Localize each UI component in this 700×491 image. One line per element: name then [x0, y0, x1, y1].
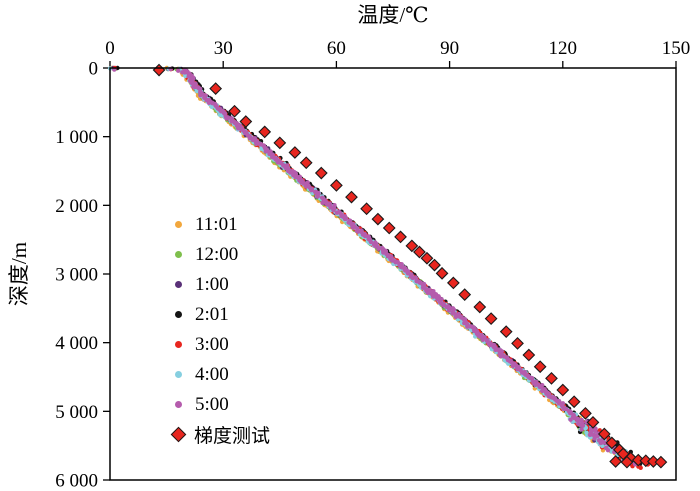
scatter-points: [108, 65, 651, 470]
legend-item: 5:00: [172, 393, 270, 416]
legend-item: 11:01: [172, 213, 270, 236]
svg-text:0: 0: [89, 59, 99, 80]
legend-marker-dot-icon: [175, 371, 182, 378]
svg-text:60: 60: [327, 38, 346, 59]
legend-label: 5:00: [195, 393, 229, 415]
legend-marker-dot-icon: [175, 341, 182, 348]
svg-text:1 000: 1 000: [55, 127, 98, 148]
x-axis-title: 温度/℃: [357, 3, 428, 27]
svg-text:90: 90: [440, 38, 459, 59]
svg-text:2 000: 2 000: [55, 196, 98, 217]
axis-ticks: 0 30 60 90 120 150 0 1 000 2 000 3 000 4 000 5 000 6…: [55, 38, 690, 491]
legend-marker-dot-icon: [175, 221, 182, 228]
legend-marker-dot-icon: [175, 281, 182, 288]
legend: 11:01 12:00 1:00 2:01 3:00 4:00 5:00 梯度测试: [170, 213, 271, 453]
y-axis-title: 深度/m: [7, 242, 31, 306]
legend-marker-dot-icon: [175, 251, 182, 258]
legend-label: 11:01: [195, 213, 238, 235]
legend-label: 1:00: [195, 273, 229, 295]
svg-text:4 000: 4 000: [55, 333, 98, 354]
legend-item: 4:00: [172, 363, 270, 386]
legend-item: 12:00: [172, 243, 270, 266]
legend-label: 梯度测试: [194, 426, 271, 447]
svg-text:150: 150: [662, 38, 691, 59]
plot-border: [109, 67, 677, 481]
legend-label: 12:00: [195, 243, 239, 265]
legend-item-gradient-test: 梯度测试: [170, 423, 271, 447]
legend-label: 4:00: [195, 363, 229, 385]
legend-label: 3:00: [195, 333, 229, 355]
svg-text:3 000: 3 000: [55, 265, 98, 286]
legend-item: 1:00: [172, 273, 270, 296]
legend-marker-dot-icon: [175, 311, 182, 318]
legend-marker-dot-icon: [175, 401, 182, 408]
svg-text:0: 0: [105, 38, 115, 59]
legend-marker-diamond-icon: [170, 426, 187, 443]
legend-label: 2:01: [195, 303, 229, 325]
svg-text:6 000: 6 000: [55, 471, 98, 491]
svg-text:120: 120: [549, 38, 578, 59]
legend-item: 3:00: [172, 333, 270, 356]
svg-text:5 000: 5 000: [55, 402, 98, 423]
legend-item: 2:01: [172, 303, 270, 326]
svg-text:30: 30: [214, 38, 233, 59]
gradient-test-points: [152, 63, 668, 469]
